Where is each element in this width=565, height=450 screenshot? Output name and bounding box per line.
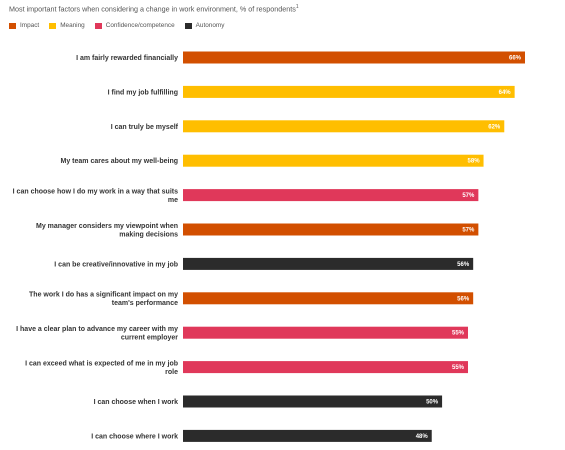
legend-item-autonomy: Autonomy xyxy=(184,22,225,29)
legend-item-impact: Impact xyxy=(9,22,39,29)
bar xyxy=(183,292,474,305)
bar xyxy=(183,257,474,270)
bar xyxy=(183,326,468,339)
category-label-line: current employer xyxy=(121,334,178,341)
data-label: 64% xyxy=(499,90,512,96)
data-label: 55% xyxy=(452,331,465,337)
category-label: I can exceed what is expected of me in m… xyxy=(25,360,178,376)
category-label-line: My manager considers my viewpoint when xyxy=(36,223,178,230)
category-label: My team cares about my well-being xyxy=(61,158,178,165)
legend-label-confidence: Confidence/competence xyxy=(105,22,175,29)
data-label: 58% xyxy=(468,159,481,165)
category-label-line: I am fairly rewarded financially xyxy=(76,55,178,62)
legend: Impact Meaning Confidence/competence Aut… xyxy=(9,22,224,29)
category-label-line: I can truly be myself xyxy=(111,124,179,131)
category-label-line: me xyxy=(168,197,178,204)
legend-swatch-meaning xyxy=(49,22,57,29)
bar xyxy=(183,85,515,98)
category-label-line: team's performance xyxy=(112,300,178,307)
data-label: 57% xyxy=(462,228,475,234)
category-label-line: I can be creative/innovative in my job xyxy=(54,261,178,268)
data-label: 56% xyxy=(457,296,470,302)
legend-label-impact: Impact xyxy=(20,22,40,29)
category-label-line: I can choose when I work xyxy=(94,399,179,406)
legend-label-autonomy: Autonomy xyxy=(195,22,225,29)
bar xyxy=(183,154,484,167)
category-label: I can choose where I work xyxy=(91,433,178,440)
data-label: 57% xyxy=(462,193,475,199)
category-label-line: I find my job fulfilling xyxy=(108,89,178,96)
category-label-line: My team cares about my well-being xyxy=(61,158,178,165)
bar xyxy=(183,189,479,202)
data-label: 48% xyxy=(416,434,429,440)
bar xyxy=(183,429,432,442)
chart-title: Most important factors when considering … xyxy=(9,4,299,14)
category-label: I find my job fulfilling xyxy=(108,89,178,96)
data-label: 62% xyxy=(488,124,501,130)
category-label: My manager considers my viewpoint when ma… xyxy=(36,223,178,239)
category-label-line: I have a clear plan to advance my career… xyxy=(16,326,178,333)
legend-item-meaning: Meaning xyxy=(49,22,85,29)
category-label: I can choose when I work xyxy=(94,399,179,406)
category-label: The work I do has a significant impact o… xyxy=(29,292,178,308)
bar xyxy=(183,223,479,236)
category-label-line: making decisions xyxy=(119,231,178,238)
data-label: 66% xyxy=(509,56,522,62)
legend-item-confidence: Confidence/competence xyxy=(94,22,175,29)
data-label: 50% xyxy=(426,400,439,406)
category-label: I am fairly rewarded financially xyxy=(76,55,178,62)
legend-label-meaning: Meaning xyxy=(60,22,85,29)
legend-swatch-autonomy xyxy=(184,22,192,29)
category-label-line: The work I do has a significant impact o… xyxy=(29,292,178,299)
legend-swatch-confidence xyxy=(94,22,102,29)
category-label-line: I can choose where I work xyxy=(91,433,178,440)
bar xyxy=(183,395,443,408)
category-label-line: I can exceed what is expected of me in m… xyxy=(25,360,178,367)
bar xyxy=(183,120,505,133)
data-label: 56% xyxy=(457,262,470,268)
bar xyxy=(183,361,468,374)
bar xyxy=(183,51,525,64)
category-label: I have a clear plan to advance my career… xyxy=(16,326,178,342)
legend-swatch-impact xyxy=(9,22,16,29)
category-label: I can choose how I do my work in a way t… xyxy=(13,188,178,204)
category-label: I can be creative/innovative in my job xyxy=(54,261,178,268)
category-label-line: role xyxy=(165,369,178,376)
category-label-line: I can choose how I do my work in a way t… xyxy=(13,188,178,195)
category-label: I can truly be myself xyxy=(111,124,179,131)
data-label: 55% xyxy=(452,365,465,371)
